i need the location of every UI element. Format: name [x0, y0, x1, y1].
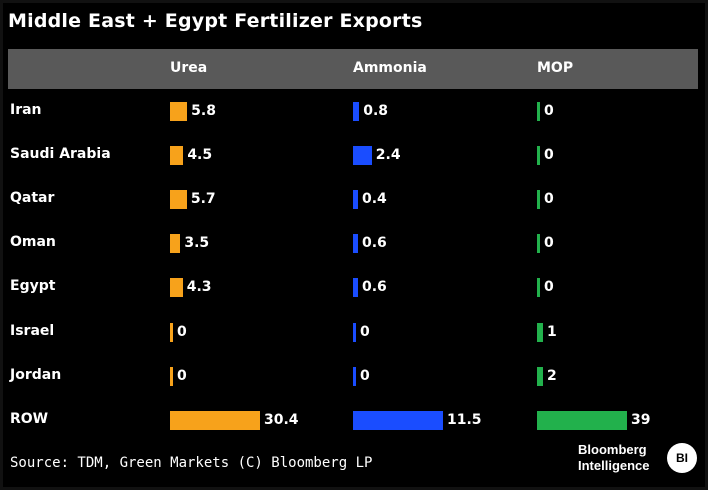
bar-row-mop — [537, 410, 627, 430]
bar-saudi-arabia-ammonia — [353, 146, 372, 166]
bar-jordan-mop — [537, 366, 543, 386]
bar-egypt-ammonia — [353, 278, 358, 298]
bar-row-ammonia — [353, 410, 443, 430]
value-label-israel-urea: 0 — [177, 323, 187, 340]
value-label-oman-urea: 3.5 — [184, 235, 210, 252]
chart-title: Middle East + Egypt Fertilizer Exports — [8, 10, 423, 32]
bar-saudi-arabia-urea — [170, 146, 184, 166]
bar-iran-ammonia — [353, 102, 360, 121]
value-label-jordan-ammonia: 0 — [360, 367, 370, 384]
bar-row-urea — [170, 410, 260, 430]
row-label-qatar: Qatar — [10, 190, 55, 207]
row-label-egypt: Egypt — [10, 278, 56, 295]
column-header-mop: MOP — [537, 60, 574, 76]
bar-iran-urea — [170, 102, 188, 121]
bar-israel-mop — [537, 322, 543, 342]
brand-line-2: Intelligence — [578, 458, 650, 473]
bar-israel-urea — [170, 322, 173, 342]
bar-iran-mop — [537, 102, 540, 121]
value-label-egypt-ammonia: 0.6 — [362, 279, 387, 296]
value-label-saudi-arabia-mop: 0 — [544, 147, 554, 164]
bar-qatar-mop — [537, 190, 540, 210]
value-label-row-mop: 39 — [631, 411, 651, 428]
value-label-iran-ammonia: 0.8 — [363, 103, 389, 119]
value-label-row-ammonia: 11.5 — [447, 411, 482, 428]
column-header-ammonia: Ammonia — [353, 60, 427, 76]
value-label-saudi-arabia-urea: 4.5 — [187, 147, 213, 164]
bar-egypt-urea — [170, 278, 183, 298]
brand-line-1: Bloomberg — [578, 442, 647, 457]
row-label-israel: Israel — [10, 322, 55, 339]
value-label-qatar-mop: 0 — [544, 191, 554, 208]
row-label-saudi-arabia: Saudi Arabia — [10, 146, 111, 163]
value-label-oman-ammonia: 0.6 — [362, 235, 387, 252]
row-label-oman: Oman — [10, 234, 56, 251]
value-label-israel-ammonia: 0 — [360, 323, 370, 340]
bar-saudi-arabia-mop — [537, 146, 540, 166]
value-label-oman-mop: 0 — [544, 235, 554, 252]
value-label-jordan-urea: 0 — [177, 367, 187, 384]
value-label-israel-mop: 1 — [547, 323, 557, 340]
value-label-row-urea: 30.4 — [264, 411, 299, 428]
row-label-iran: Iran — [10, 102, 42, 118]
value-label-iran-urea: 5.8 — [191, 103, 216, 119]
value-label-iran-mop: 0 — [544, 103, 554, 119]
value-label-saudi-arabia-ammonia: 2.4 — [375, 147, 401, 164]
source-note: Source: TDM, Green Markets (C) Bloomberg… — [10, 455, 373, 471]
bar-jordan-ammonia — [353, 366, 356, 386]
value-label-jordan-mop: 2 — [547, 367, 557, 384]
bloomberg-intelligence-logo: Bloomberg Intelligence — [578, 442, 650, 474]
bar-egypt-mop — [537, 278, 540, 298]
bar-oman-urea — [170, 234, 181, 254]
column-header-urea: Urea — [170, 60, 208, 76]
bar-oman-ammonia — [353, 234, 358, 254]
value-label-qatar-urea: 5.7 — [190, 191, 216, 208]
bar-qatar-urea — [170, 190, 187, 210]
bar-israel-ammonia — [353, 322, 356, 342]
row-label-jordan: Jordan — [10, 366, 62, 383]
value-label-egypt-mop: 0 — [544, 279, 554, 296]
header-band — [8, 49, 698, 89]
value-label-qatar-ammonia: 0.4 — [362, 191, 387, 208]
row-label-row: ROW — [10, 410, 49, 427]
bar-jordan-urea — [170, 366, 173, 386]
bi-logo-icon: BI — [667, 443, 697, 473]
bar-qatar-ammonia — [353, 190, 358, 210]
bar-oman-mop — [537, 234, 540, 254]
value-label-egypt-urea: 4.3 — [186, 279, 212, 296]
